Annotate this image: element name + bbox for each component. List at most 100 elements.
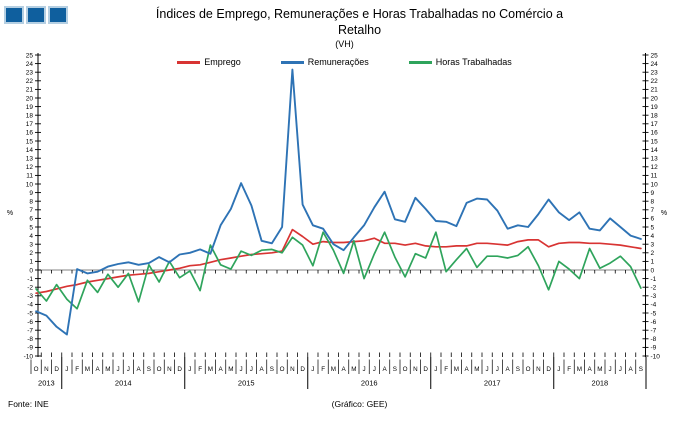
y-tick-label-left: -4 bbox=[27, 302, 33, 309]
y-tick-label-right: 8 bbox=[651, 199, 655, 206]
y-tick-label-right: 21 bbox=[651, 87, 659, 94]
y-tick-label-left: 20 bbox=[26, 95, 34, 102]
y-unit-label-right: % bbox=[661, 210, 667, 217]
y-tick-label-left: 3 bbox=[29, 242, 33, 249]
chart-title-line2: Retalho bbox=[337, 23, 382, 37]
y-tick-label-left: 24 bbox=[26, 61, 34, 68]
month-label: A bbox=[342, 366, 347, 373]
month-label: S bbox=[639, 366, 643, 373]
month-label: N bbox=[413, 366, 418, 373]
month-label: M bbox=[105, 366, 110, 373]
y-tick-label-left: -1 bbox=[27, 276, 33, 283]
month-label: M bbox=[577, 366, 582, 373]
month-label: A bbox=[465, 366, 470, 373]
month-label: J bbox=[127, 366, 130, 373]
month-label: F bbox=[321, 366, 325, 373]
y-tick-label-right: 12 bbox=[651, 164, 659, 171]
month-label: J bbox=[496, 366, 499, 373]
month-label: D bbox=[546, 366, 551, 373]
y-tick-label-right: 7 bbox=[651, 207, 655, 214]
month-label: S bbox=[147, 366, 151, 373]
y-tick-label-right: -5 bbox=[651, 310, 657, 317]
y-tick-label-left: -7 bbox=[27, 328, 33, 335]
month-label: J bbox=[434, 366, 437, 373]
month-label: M bbox=[228, 366, 233, 373]
month-label: O bbox=[403, 366, 408, 373]
chart-title-line1: Índices de Emprego, Remunerações e Horas… bbox=[155, 7, 564, 21]
year-label: 2014 bbox=[115, 379, 132, 388]
legend-item-horas-trabalhadas: Horas Trabalhadas bbox=[408, 57, 512, 67]
y-tick-label-right: 15 bbox=[651, 138, 659, 145]
logo-square bbox=[26, 6, 46, 24]
y-tick-label-right: 1 bbox=[651, 259, 655, 266]
month-label: N bbox=[167, 366, 172, 373]
y-unit-label-left: % bbox=[7, 210, 13, 217]
y-tick-label-left: 17 bbox=[26, 121, 34, 128]
month-label: S bbox=[516, 366, 520, 373]
y-tick-label-right: 16 bbox=[651, 130, 659, 137]
y-tick-label-left: 16 bbox=[26, 130, 34, 137]
y-tick-label-right: 22 bbox=[651, 78, 659, 85]
y-tick-label-left: 2 bbox=[29, 250, 33, 257]
month-label: D bbox=[54, 366, 59, 373]
month-label: N bbox=[44, 366, 49, 373]
legend-swatch bbox=[408, 60, 432, 64]
y-tick-label-right: -3 bbox=[651, 293, 657, 300]
legend-label: Horas Trabalhadas bbox=[435, 57, 512, 67]
month-label: A bbox=[506, 366, 511, 373]
month-label: J bbox=[363, 366, 366, 373]
legend-label: Emprego bbox=[204, 57, 241, 67]
month-label: N bbox=[536, 366, 541, 373]
y-tick-label-right: 2 bbox=[651, 250, 655, 257]
y-tick-label-right: 20 bbox=[651, 95, 659, 102]
source-note: Fonte: INE bbox=[8, 399, 49, 409]
y-tick-label-left: -9 bbox=[27, 345, 33, 352]
month-label: D bbox=[300, 366, 305, 373]
month-label: A bbox=[260, 366, 265, 373]
month-label: M bbox=[597, 366, 602, 373]
month-label: J bbox=[609, 366, 612, 373]
month-label: M bbox=[454, 366, 459, 373]
y-tick-label-left: 25 bbox=[26, 52, 34, 59]
logo-square bbox=[4, 6, 24, 24]
month-label: A bbox=[383, 366, 388, 373]
month-label: F bbox=[444, 366, 448, 373]
month-label: O bbox=[34, 366, 39, 373]
month-label: N bbox=[290, 366, 295, 373]
month-label: M bbox=[331, 366, 336, 373]
y-tick-label-left: 21 bbox=[26, 87, 34, 94]
y-tick-label-right: -7 bbox=[651, 328, 657, 335]
legend-swatch bbox=[280, 60, 304, 64]
y-tick-label-right: -9 bbox=[651, 345, 657, 352]
month-label: J bbox=[117, 366, 120, 373]
month-label: D bbox=[177, 366, 182, 373]
y-tick-label-left: 8 bbox=[29, 199, 33, 206]
y-tick-label-left: 13 bbox=[26, 156, 34, 163]
y-tick-label-left: 22 bbox=[26, 78, 34, 85]
y-tick-label-left: 10 bbox=[26, 181, 34, 188]
legend-label: Remunerações bbox=[307, 57, 369, 67]
y-tick-label-left: 0 bbox=[29, 267, 33, 274]
month-label: J bbox=[65, 366, 68, 373]
y-tick-label-right: 0 bbox=[651, 267, 655, 274]
y-tick-label-left: -2 bbox=[27, 285, 33, 292]
y-tick-label-right: 11 bbox=[651, 173, 658, 180]
month-label: J bbox=[557, 366, 560, 373]
y-tick-label-right: 5 bbox=[651, 224, 655, 231]
year-label: 2016 bbox=[361, 379, 378, 388]
y-tick-label-right: 24 bbox=[651, 61, 659, 68]
y-tick-label-right: 23 bbox=[651, 70, 659, 77]
legend-swatch bbox=[177, 60, 201, 64]
y-tick-label-left: 1 bbox=[29, 259, 33, 266]
y-tick-label-left: 7 bbox=[29, 207, 33, 214]
year-label: 2015 bbox=[238, 379, 255, 388]
y-tick-label-left: -3 bbox=[27, 293, 33, 300]
month-label: M bbox=[351, 366, 356, 373]
year-label: 2018 bbox=[592, 379, 609, 388]
month-label: J bbox=[240, 366, 243, 373]
y-tick-label-right: 3 bbox=[651, 242, 655, 249]
month-label: F bbox=[75, 366, 79, 373]
logo-square bbox=[48, 6, 68, 24]
